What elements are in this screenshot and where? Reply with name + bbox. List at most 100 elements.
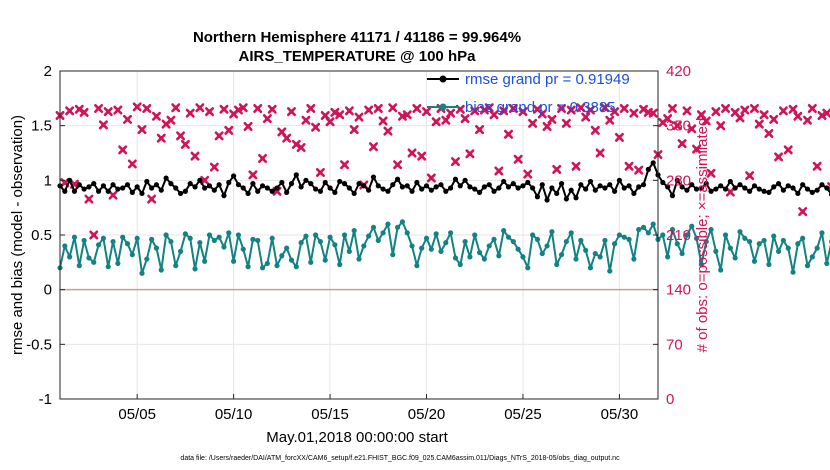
bias-point xyxy=(385,221,391,227)
rmse-point xyxy=(129,189,135,195)
obs-marker xyxy=(330,107,340,117)
bias-point xyxy=(809,254,815,260)
rmse-point xyxy=(423,183,430,189)
legend-bias-marker xyxy=(439,103,447,111)
bias-point xyxy=(303,233,309,239)
rmse-point xyxy=(795,190,801,197)
rmse-point xyxy=(727,178,733,185)
obs-marker xyxy=(108,190,118,200)
bias-point xyxy=(804,263,811,269)
bias-point xyxy=(81,237,87,244)
bias-point xyxy=(438,248,444,254)
obs-marker xyxy=(605,115,615,125)
obs-marker xyxy=(745,171,755,181)
rmse-point xyxy=(520,183,526,189)
bias-point xyxy=(390,252,396,258)
obs-marker xyxy=(258,153,268,163)
obs-marker xyxy=(209,162,219,172)
rmse-point xyxy=(375,183,381,189)
obs-marker xyxy=(508,103,518,113)
bias-point xyxy=(173,263,179,269)
rmse-point xyxy=(173,185,179,191)
obs-marker xyxy=(151,111,161,121)
bias-point xyxy=(153,245,160,251)
obs-marker xyxy=(600,103,610,113)
obs-marker xyxy=(754,119,764,129)
bias-point xyxy=(404,230,410,236)
rmse-point xyxy=(100,183,107,189)
rmse-point xyxy=(718,183,724,189)
bias-point xyxy=(795,241,801,247)
bias-point xyxy=(737,229,743,235)
bias-point xyxy=(317,238,324,245)
bias-point xyxy=(341,232,348,238)
obs-marker xyxy=(315,168,325,178)
bias-point xyxy=(766,261,772,268)
rmse-point xyxy=(751,183,758,189)
rmse-point xyxy=(221,193,227,199)
rmse-point xyxy=(515,185,521,191)
obs-marker xyxy=(812,161,822,171)
obs-marker xyxy=(764,128,774,138)
rmse-point xyxy=(71,188,78,194)
rmse-point xyxy=(322,179,328,186)
x-tick-label: 05/05 xyxy=(118,406,156,423)
legend-rmse-marker xyxy=(439,75,447,83)
bias-point xyxy=(95,242,102,248)
obs-marker xyxy=(619,103,629,113)
rmse-point xyxy=(134,184,140,190)
obs-marker xyxy=(585,105,595,115)
rmse-point xyxy=(110,182,116,188)
rmse-point xyxy=(298,184,304,190)
obs-marker xyxy=(200,175,210,185)
obs-marker xyxy=(518,107,528,117)
rmse-point xyxy=(462,177,468,183)
bias-point xyxy=(264,260,270,267)
bias-point xyxy=(520,254,526,260)
rmse-point xyxy=(443,188,449,194)
obs-marker xyxy=(94,103,104,113)
rmse-point xyxy=(607,182,613,188)
bias-point xyxy=(240,246,246,252)
bias-point xyxy=(298,240,304,246)
obs-marker xyxy=(368,142,378,152)
rmse-point xyxy=(679,184,685,190)
x-tick-label: 05/20 xyxy=(408,406,446,423)
bias-point xyxy=(481,256,487,262)
bias-point xyxy=(515,246,521,252)
rmse-point xyxy=(240,185,246,191)
rmse-point xyxy=(293,172,299,178)
rmse-point xyxy=(549,185,555,191)
obs-marker xyxy=(788,104,798,114)
rmse-point xyxy=(153,182,160,188)
bias-point xyxy=(308,259,314,265)
obs-marker xyxy=(663,114,673,124)
bias-point xyxy=(62,243,68,249)
bias-point xyxy=(250,236,256,242)
obs-marker xyxy=(238,103,248,113)
rmse-point xyxy=(124,182,131,188)
rmse-point xyxy=(361,183,367,189)
bias-point xyxy=(428,246,434,252)
chart-title: Northern Hemisphere 41171 / 41186 = 99.9… xyxy=(193,29,521,46)
bias-point xyxy=(549,229,555,235)
rmse-point xyxy=(640,182,647,188)
obs-marker xyxy=(65,106,75,116)
rmse-point xyxy=(491,188,497,194)
obs-marker xyxy=(142,103,152,113)
obs-marker xyxy=(450,157,460,167)
rmse-point xyxy=(250,181,256,187)
rmse-point xyxy=(284,189,290,195)
rmse-point xyxy=(312,186,319,192)
bias-point xyxy=(476,249,483,256)
rmse-point xyxy=(448,185,454,191)
bias-point xyxy=(462,238,468,245)
obs-marker xyxy=(89,230,99,240)
rmse-point xyxy=(621,185,627,191)
rmse-point xyxy=(568,187,574,193)
bias-point xyxy=(356,256,362,262)
rmse-point xyxy=(419,186,425,192)
bias-point xyxy=(293,264,299,270)
y-right-tick-label: 210 xyxy=(666,227,691,244)
x-tick-label: 05/15 xyxy=(311,406,349,423)
